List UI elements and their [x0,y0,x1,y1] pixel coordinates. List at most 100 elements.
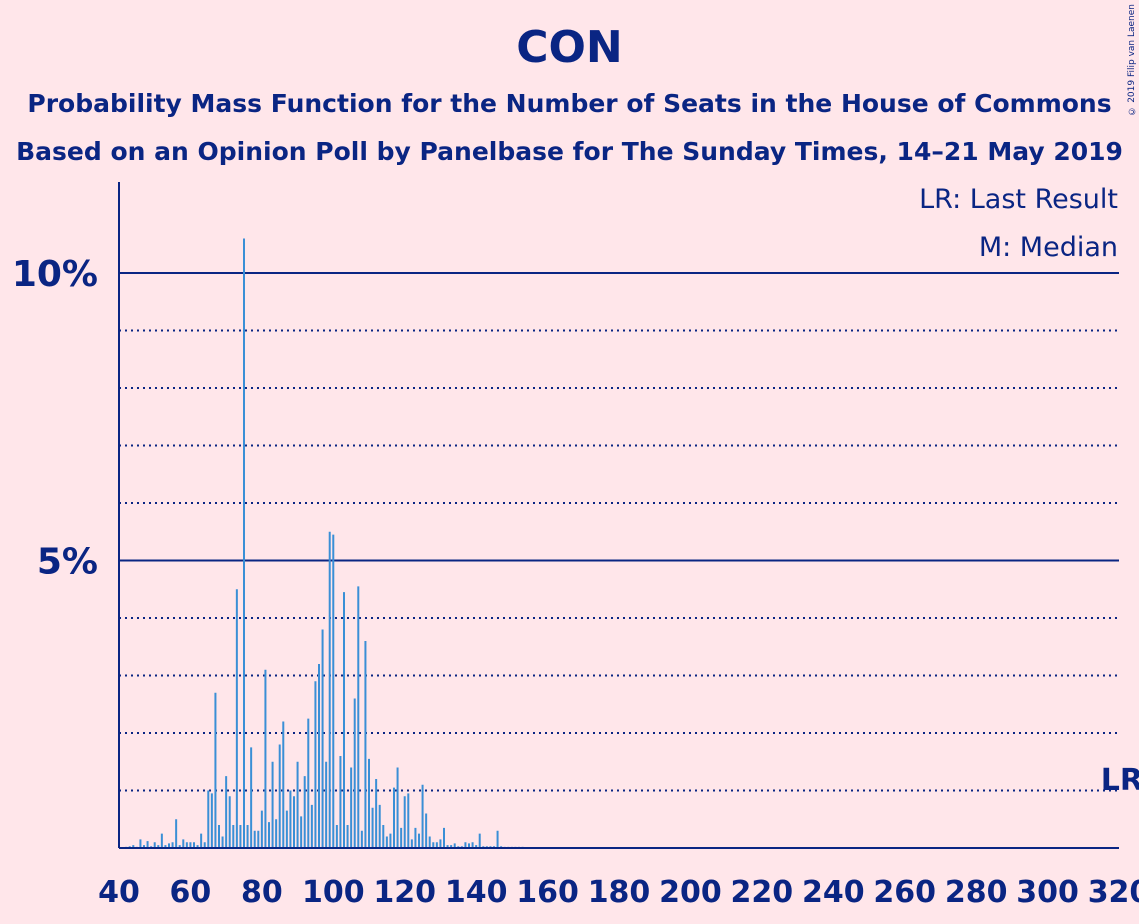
bar [464,842,467,848]
bar [368,758,370,848]
x-tick-label: 300 [1016,875,1079,910]
bar [264,669,267,848]
bar [393,787,395,848]
x-tick-label: 180 [588,875,651,910]
bar [139,839,142,848]
bar [418,833,420,848]
bar [296,761,299,848]
x-tick-label: 160 [516,875,579,910]
bar [435,842,438,848]
bar [278,744,281,848]
bar [375,779,378,848]
last-result-marker: LR [1101,763,1139,798]
bar [210,793,213,848]
bar [260,810,263,848]
bar [239,825,242,848]
bar [339,756,342,848]
bar [432,842,435,848]
bar [300,816,303,848]
bar [396,767,399,848]
bar [325,761,328,848]
bar [246,825,249,848]
bar [250,747,253,848]
bar [350,767,353,848]
x-tick-label: 100 [302,875,365,910]
bar [321,629,324,848]
bar [471,842,474,848]
bar [168,843,170,848]
bar [428,836,431,848]
bar [371,807,374,848]
bar [335,825,338,848]
x-tick-label: 280 [945,875,1008,910]
bar [453,843,456,848]
bar [314,681,317,848]
x-tick-label: 40 [98,875,140,910]
bar [185,842,188,848]
bar [332,534,335,848]
bar [303,776,306,848]
bar [343,592,345,848]
bar [157,845,160,848]
bar [360,830,363,848]
bar [400,827,403,848]
bar [478,833,481,848]
bar [446,845,449,848]
x-tick-label: 320 [1088,875,1139,910]
bar [439,839,442,848]
bar [132,845,135,848]
bar [275,819,278,848]
bar [385,836,388,848]
bar [214,692,217,848]
bar [353,698,356,848]
bar [189,842,192,848]
legend-median: M: Median [978,232,1118,263]
bar [425,813,428,848]
bar [282,721,285,848]
bar [235,589,238,848]
bar [253,830,256,848]
bar [160,833,163,848]
bar [200,833,203,848]
chart-subtitle-1: Probability Mass Function for the Number… [27,89,1112,118]
bar [414,827,417,848]
x-tick-label: 220 [731,875,794,910]
bar [271,761,274,848]
bar [178,845,181,848]
bar [268,822,270,848]
x-tick-label: 140 [445,875,508,910]
bar [307,718,310,848]
bar [389,833,392,848]
bar [164,845,167,848]
bar [285,810,288,848]
x-tick-label: 80 [241,875,283,910]
bar [257,830,260,848]
bar [196,845,199,848]
bar [175,819,178,848]
bar [232,825,235,848]
bar [328,531,331,848]
bar [218,825,220,848]
bar [357,586,360,848]
legend-last-result: LR: Last Result [919,184,1118,215]
bar [421,784,424,848]
x-tick-label: 240 [802,875,865,910]
bar [403,796,406,848]
x-tick-label: 200 [659,875,722,910]
bar [346,825,349,848]
bar [153,842,156,848]
bar [407,793,410,848]
bar [475,845,478,848]
bar [146,841,149,848]
bar [143,845,145,848]
bar [443,827,445,848]
bar [228,796,231,848]
bar [293,796,295,848]
bar [364,641,367,848]
bar [193,842,195,848]
bar [243,238,245,848]
bar [203,842,206,848]
bar [378,804,381,848]
x-tick-label: 260 [873,875,936,910]
